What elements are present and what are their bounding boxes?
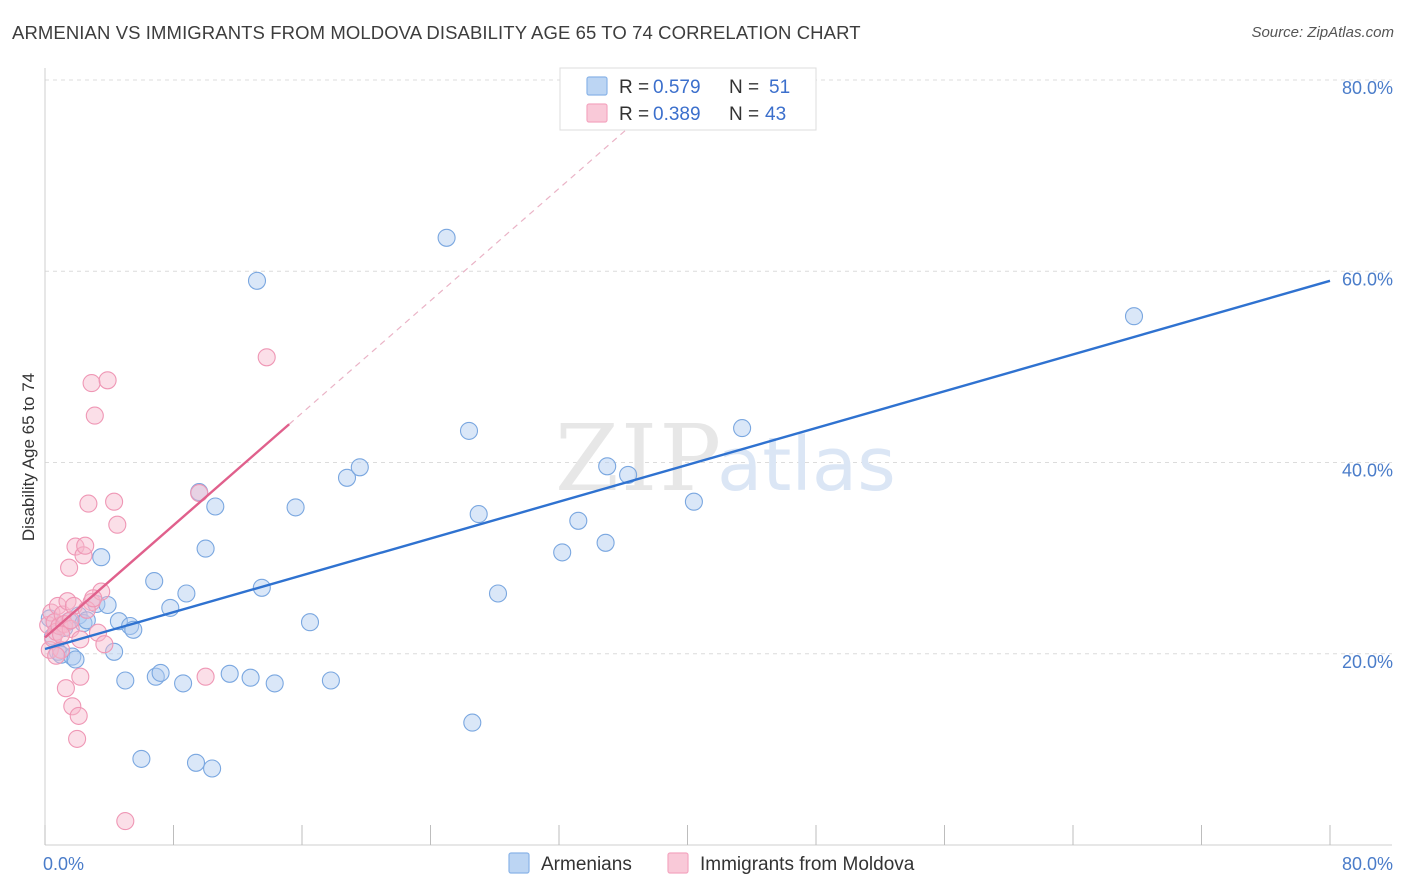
point-armenians: [321, 671, 340, 690]
point-armenians: [286, 498, 305, 517]
point-armenians: [116, 671, 135, 690]
legend-swatch-armenians: [586, 76, 608, 96]
legend-n-label-moldova: N =: [729, 104, 759, 125]
point-armenians: [619, 465, 638, 484]
point-armenians: [247, 271, 267, 290]
legend-n-value-armenians: 51: [769, 77, 790, 98]
y-tick-label: 40.0%: [1342, 461, 1393, 481]
point-moldova: [95, 635, 114, 654]
y-tick-label: 60.0%: [1342, 269, 1393, 289]
point-armenians: [151, 663, 170, 682]
point-moldova: [56, 679, 75, 698]
y-tick-label: 20.0%: [1342, 652, 1393, 672]
legend-r-value-moldova: 0.389: [653, 104, 701, 125]
point-armenians: [337, 468, 357, 487]
point-moldova: [58, 592, 77, 611]
y-tick-label: 80.0%: [1342, 78, 1393, 98]
grid-lines: [45, 79, 1392, 655]
legend-n-value-moldova: 43: [765, 104, 786, 125]
point-armenians: [203, 759, 222, 778]
bottom-legend: Armenians Immigrants from Moldova: [508, 852, 915, 875]
bottom-legend-armenians: Armenians: [541, 854, 632, 875]
point-armenians: [220, 664, 239, 683]
point-moldova: [84, 589, 103, 608]
watermark-atlas: atlas: [717, 422, 896, 508]
point-armenians: [553, 543, 572, 562]
x-tick-label-min: 0.0%: [43, 854, 84, 874]
point-armenians: [300, 613, 320, 632]
legend-r-label-moldova: R =: [619, 104, 649, 125]
watermark: ZIP atlas: [555, 405, 896, 512]
point-moldova: [257, 348, 276, 367]
point-armenians: [437, 228, 456, 247]
point-armenians: [463, 713, 482, 732]
point-armenians: [459, 421, 479, 440]
point-moldova: [60, 558, 79, 577]
point-armenians: [186, 753, 206, 772]
legend-r-value-armenians: 0.579: [653, 77, 701, 98]
tick-labels: 20.0% 40.0% 60.0% 80.0% 0.0% 80.0%: [43, 78, 1393, 874]
point-moldova: [98, 371, 117, 390]
point-armenians: [196, 539, 215, 558]
trend-line-armenians: [44, 279, 1331, 651]
point-armenians: [145, 572, 164, 591]
bottom-legend-moldova: Immigrants from Moldova: [700, 854, 915, 875]
point-moldova: [105, 492, 124, 511]
point-moldova: [68, 729, 87, 748]
point-moldova: [69, 706, 88, 725]
point-moldova: [63, 697, 82, 716]
point-moldova: [71, 667, 90, 686]
legend-swatch-moldova: [586, 103, 608, 123]
legend-r-label-armenians: R =: [619, 77, 649, 98]
point-moldova: [108, 515, 127, 534]
point-armenians: [206, 497, 225, 516]
bottom-legend-swatch-moldova: [667, 852, 689, 874]
point-armenians: [177, 584, 196, 603]
point-armenians: [66, 650, 85, 669]
point-moldova: [76, 536, 95, 555]
axes: [44, 68, 1392, 846]
point-armenians: [105, 642, 124, 661]
point-armenians: [733, 419, 752, 438]
point-armenians: [569, 511, 588, 530]
x-tick-label-max: 80.0%: [1342, 854, 1393, 874]
point-moldova: [79, 494, 98, 513]
point-armenians: [1124, 307, 1144, 326]
point-moldova: [196, 667, 215, 686]
point-moldova: [82, 374, 101, 393]
point-moldova: [47, 646, 66, 665]
point-armenians: [174, 674, 193, 693]
point-armenians: [596, 533, 615, 552]
point-armenians: [92, 548, 111, 567]
point-moldova: [42, 603, 61, 622]
point-armenians: [77, 611, 96, 630]
trend-line-moldova: [44, 423, 290, 639]
point-armenians: [132, 749, 151, 768]
chart-title: ARMENIAN VS IMMIGRANTS FROM MOLDOVA DISA…: [12, 22, 861, 43]
trend-lines: [44, 117, 1331, 651]
point-moldova: [61, 611, 80, 630]
point-armenians: [488, 584, 508, 603]
legend-n-label-armenians: N =: [729, 77, 759, 98]
point-moldova: [48, 596, 67, 615]
point-armenians: [598, 457, 617, 476]
point-armenians: [350, 458, 369, 477]
trend-extension-moldova: [288, 117, 640, 425]
legend-box: R = 0.579 N = 51 R = 0.389 N = 43: [559, 67, 817, 131]
y-axis-label: Disability Age 65 to 74: [19, 373, 38, 541]
point-moldova: [52, 625, 71, 644]
source-label: Source: ZipAtlas.com: [1251, 24, 1394, 41]
point-moldova: [85, 406, 104, 425]
data-points: [39, 228, 1144, 831]
point-armenians: [684, 492, 703, 511]
point-moldova: [116, 812, 135, 831]
point-armenians: [241, 668, 260, 687]
point-armenians: [265, 674, 284, 693]
point-armenians: [63, 647, 82, 666]
bottom-legend-swatch-armenians: [508, 852, 530, 874]
point-armenians: [469, 505, 488, 524]
